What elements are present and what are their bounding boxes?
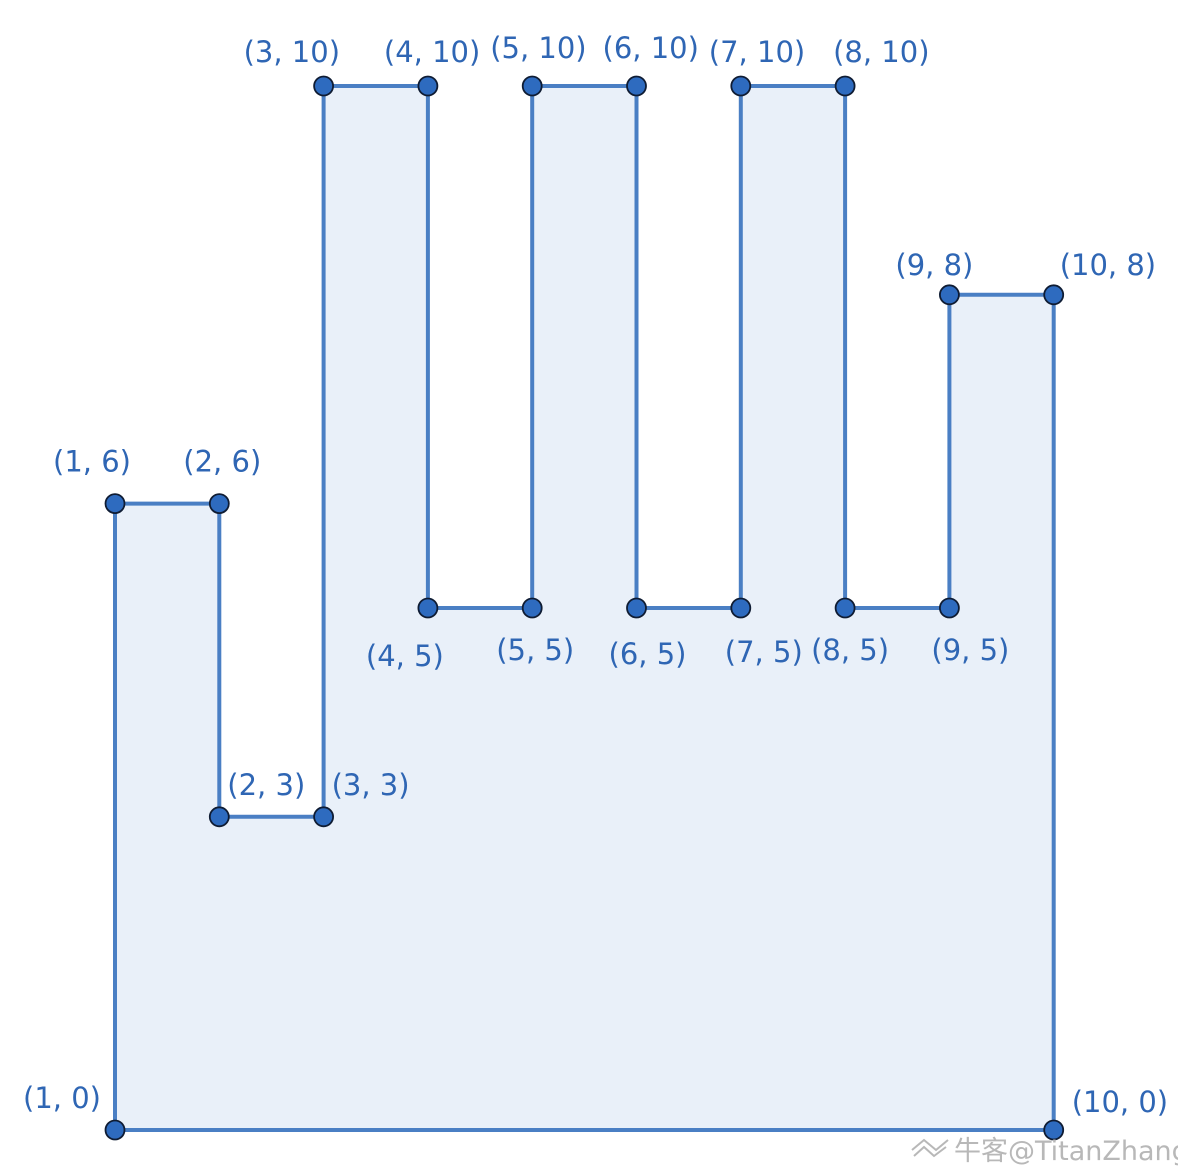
vertex-label: (4, 10) (384, 35, 480, 69)
vertex-point (313, 75, 335, 97)
polygon-shape (113, 84, 1056, 1132)
vertex-label: (1, 0) (23, 1081, 101, 1115)
nowcoder-logo-icon (911, 1138, 949, 1158)
vertex-label: (8, 5) (811, 633, 889, 667)
vertex-point (104, 1119, 126, 1141)
vertex-point (1043, 284, 1065, 306)
vertex-label: (2, 3) (227, 768, 305, 802)
vertex-point (730, 75, 752, 97)
vertex-label: (3, 3) (332, 768, 410, 802)
vertex-label: (7, 10) (709, 35, 805, 69)
vertex-point (626, 597, 647, 619)
vertex-point (1043, 1119, 1065, 1141)
vertex-point (730, 597, 752, 619)
vertex-label: (2, 6) (183, 445, 261, 479)
vertex-label: (3, 10) (244, 35, 340, 69)
vertex-label: (1, 6) (53, 445, 131, 479)
vertex-points (104, 75, 1065, 1141)
vertex-point (417, 597, 439, 619)
vertex-label: (5, 5) (496, 633, 574, 667)
vertex-label: (9, 8) (895, 248, 973, 282)
vertex-label: (9, 5) (931, 633, 1009, 667)
vertex-label: (6, 10) (603, 31, 699, 65)
vertex-point (521, 597, 543, 619)
vertex-label: (8, 10) (833, 35, 929, 69)
vertex-label: (5, 10) (490, 31, 586, 65)
vertex-point (521, 75, 543, 97)
vertex-point (208, 806, 230, 828)
vertex-label: (7, 5) (725, 635, 803, 669)
vertex-point (939, 284, 960, 306)
vertex-point (834, 75, 856, 97)
vertex-labels: (1, 0) (1, 6) (2, 6) (2, 3) (3, 3) (3, 10) (4,… (23, 31, 1168, 1119)
vertex-label: (10, 0) (1072, 1085, 1168, 1119)
vertex-point (313, 806, 335, 828)
vertex-label: (10, 8) (1060, 248, 1156, 282)
vertex-point (626, 75, 647, 97)
watermark: 牛客@TitanZhang (911, 1136, 1178, 1167)
vertex-point (939, 597, 960, 619)
watermark-text: 牛客@TitanZhang (954, 1136, 1178, 1167)
vertex-point (208, 493, 230, 515)
vertex-point (834, 597, 856, 619)
vertex-point (417, 75, 439, 97)
vertex-label: (4, 5) (366, 639, 444, 673)
vertex-label: (6, 5) (609, 637, 687, 671)
vertex-point (104, 493, 126, 515)
